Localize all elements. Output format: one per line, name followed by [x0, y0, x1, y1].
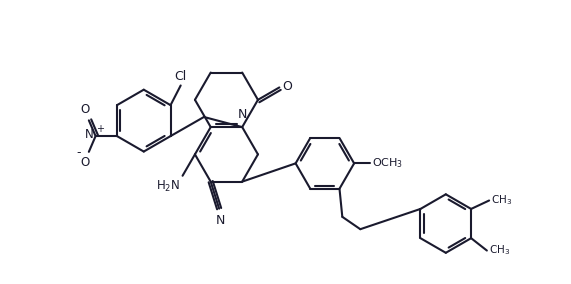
Text: O: O	[81, 103, 90, 116]
Text: N: N	[216, 214, 225, 227]
Text: CH$_3$: CH$_3$	[491, 194, 512, 207]
Text: O: O	[81, 156, 90, 169]
Text: N: N	[238, 108, 247, 122]
Text: CH$_3$: CH$_3$	[489, 244, 510, 258]
Text: -: -	[76, 147, 81, 160]
Text: OCH$_3$: OCH$_3$	[372, 156, 403, 170]
Text: O: O	[282, 80, 292, 93]
Text: +: +	[95, 124, 103, 134]
Text: Cl: Cl	[175, 70, 187, 83]
Text: N: N	[85, 128, 94, 141]
Text: H$_2$N: H$_2$N	[156, 179, 180, 194]
